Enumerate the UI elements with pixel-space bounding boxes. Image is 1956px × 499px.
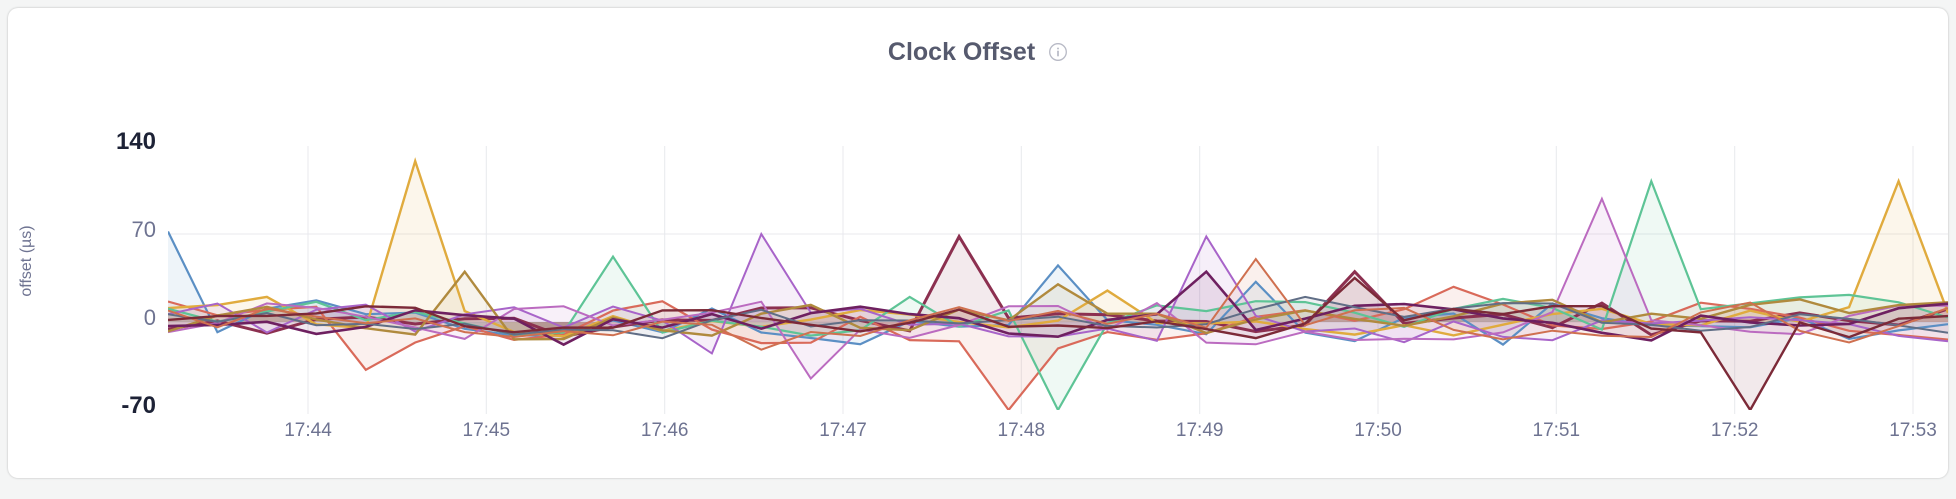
svg-text:17:51: 17:51	[1533, 420, 1581, 441]
svg-text:0: 0	[144, 305, 156, 330]
svg-text:-70: -70	[121, 392, 156, 419]
svg-text:17:52: 17:52	[1711, 420, 1759, 441]
svg-text:17:49: 17:49	[1176, 420, 1224, 441]
svg-text:17:47: 17:47	[819, 420, 867, 441]
svg-text:17:46: 17:46	[641, 420, 689, 441]
svg-text:17:44: 17:44	[284, 420, 332, 441]
svg-text:17:45: 17:45	[463, 420, 511, 441]
svg-text:140: 140	[116, 128, 156, 155]
svg-text:17:50: 17:50	[1354, 420, 1402, 441]
svg-text:17:53: 17:53	[1889, 420, 1937, 441]
svg-text:70: 70	[132, 217, 156, 242]
svg-text:17:48: 17:48	[998, 420, 1046, 441]
